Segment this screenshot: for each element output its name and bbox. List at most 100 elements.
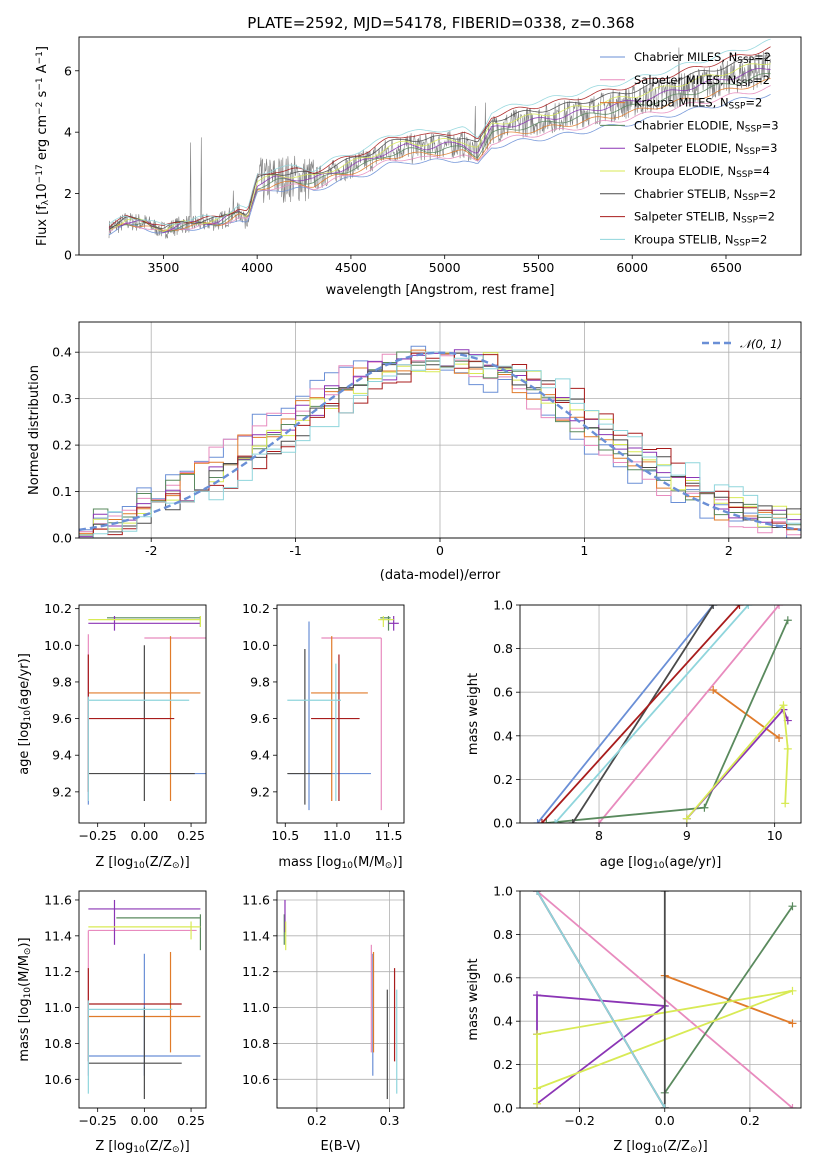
y-tick-label: 9.2	[52, 784, 72, 799]
label-part: (Z/Z	[663, 1139, 690, 1154]
x-tick-label: 11.0	[323, 828, 351, 843]
weight_vs_age-axes: 8 9 10 0.0 0.2 0.4 0.6 0.8 1.0	[493, 598, 802, 843]
plot-area	[108, 38, 771, 239]
weight-marker	[788, 986, 797, 995]
label-part: −2	[35, 102, 45, 115]
weight-line	[541, 605, 741, 823]
x-tick-label: −0.25	[79, 1113, 117, 1128]
weight-marker	[595, 819, 604, 823]
y-tick-label: 10.8	[242, 1036, 270, 1051]
x-tick-label: −0.25	[79, 828, 117, 843]
plot-background	[79, 605, 206, 823]
model-spectrum-salpeter_stelib	[108, 46, 771, 228]
ticks: 3500 4000 4500 5000 5500 6000 6500 0 2 4 6	[64, 63, 742, 275]
weight-marker	[744, 605, 753, 609]
x-tick-label: 4500	[335, 260, 367, 275]
label-part: 10	[342, 861, 354, 871]
label-part: =2	[750, 232, 767, 246]
errorbar-kroupa_stelib	[87, 696, 190, 802]
model-spectrum-chabrier_elodie	[108, 72, 771, 233]
weight-marker	[735, 605, 744, 609]
y-tick-label: 0.6	[493, 685, 513, 700]
y-tick-label: 6	[64, 63, 72, 78]
x-tick-label: 2	[725, 543, 733, 558]
label-part: age [log	[17, 722, 32, 775]
weight_vs_Z-axes: −0.2 0.0 0.2 0.0 0.2 0.4 0.6 0.8 1.0	[493, 884, 802, 1128]
y-tick-label: 0.2	[493, 772, 513, 787]
label-part: ⊙	[690, 1145, 698, 1155]
label-part: =3	[762, 118, 779, 132]
weight-marker	[709, 605, 718, 609]
label-part: Salpeter ELODIE, N	[634, 141, 744, 155]
label-part: 10	[653, 861, 665, 871]
label-part: 10	[133, 1145, 145, 1155]
y-tick-label: 11.0	[44, 1000, 72, 1015]
axes-frame	[519, 890, 802, 1109]
weight-line	[536, 891, 666, 1108]
x-tick-label: 5000	[429, 260, 461, 275]
weight-marker	[783, 744, 792, 753]
label-part: (age/yr)]	[664, 855, 721, 870]
label-part: (age/yr)]	[17, 653, 32, 710]
y-tick-label: 9.8	[52, 674, 72, 689]
spectrum-axes: 3500 4000 4500 5000 5500 6000 6500 0 2 4 6	[64, 36, 802, 275]
x-tick-label: 3500	[147, 260, 179, 275]
label-part: mass weight	[466, 958, 481, 1040]
label-part: =2	[745, 96, 762, 110]
label-part: age [log	[600, 855, 653, 870]
model-spectrum-kroupa_miles	[108, 78, 771, 231]
plot-background	[277, 891, 404, 1108]
y-tick-label: 11.4	[44, 928, 72, 943]
plot-area	[87, 615, 206, 805]
plot-area	[287, 615, 399, 811]
x-tick-label: −0.2	[564, 1113, 594, 1128]
label-part: SSP	[741, 216, 758, 226]
y-tick-label: 11.2	[44, 964, 72, 979]
label-part: −1	[35, 51, 45, 64]
weight-marker	[781, 799, 790, 808]
plot-area	[533, 605, 792, 823]
legend-label: Chabrier STELIB, NSSP=2	[634, 187, 776, 203]
y-tick-label: 0.4	[493, 1014, 513, 1029]
axes-frame	[78, 604, 207, 824]
y-tick-label: 0	[64, 248, 72, 263]
label-part: Chabrier MILES, N	[634, 50, 737, 64]
weight-marker	[533, 819, 542, 823]
age_vs_mass-axes: 10.5 11.0 11.5 9.2 9.4 9.6 9.8 10.0 10.2	[242, 601, 405, 843]
y-tick-label: 9.4	[250, 748, 270, 763]
label-part: Chabrier ELODIE, N	[634, 118, 745, 132]
weight-marker	[775, 733, 784, 742]
x-axis-label: age [log10(age/yr)]	[600, 855, 722, 871]
errorbar-chabrier_stelib	[88, 645, 195, 802]
errorbar-salpeter_elodie	[88, 615, 201, 631]
label-part: −17	[35, 164, 45, 183]
weight-line	[571, 605, 714, 823]
y-axis-label: mass weight	[466, 673, 481, 755]
label-part: A	[35, 64, 50, 77]
weight-marker	[775, 605, 784, 609]
plot-area	[79, 345, 801, 538]
y-tick-label: 11.6	[242, 892, 270, 907]
y-tick-label: 10.2	[242, 601, 270, 616]
residuals-axes: -2 -1 0 1 2 0.0 0.1 0.2 0.3 0.4	[52, 321, 802, 558]
y-tick-label: 0.8	[493, 641, 513, 656]
ticks: 0.2 0.3 10.6 10.8 11.0 11.2 11.4 11.6	[242, 892, 399, 1128]
errorbar-salpeter_elodie	[88, 899, 201, 945]
errorbar-chabrier_stelib	[287, 648, 332, 805]
weight-marker	[660, 1104, 669, 1108]
errorbar-kroupa_stelib	[287, 663, 342, 802]
weight-series-salpeter_miles	[595, 605, 784, 823]
x-axis-label: wavelength [Angstrom, rest frame]	[326, 283, 555, 298]
label-part: )]	[17, 937, 32, 947]
label-part: wavelength [Angstrom, rest frame]	[326, 283, 555, 298]
label-part: 10	[23, 987, 33, 999]
legend-label: Chabrier ELODIE, NSSP=3	[634, 118, 779, 134]
x-tick-label: -2	[145, 543, 157, 558]
mass_vs_Z-axes: −0.25 0.00 0.25 10.6 10.8 11.0 11.2 11.4 11.6	[44, 890, 207, 1128]
x-axis-label: Z [log10(Z/Z⊙)]	[613, 1139, 707, 1155]
model-spectrum-salpeter_elodie	[108, 68, 771, 233]
y-tick-label: 0.1	[52, 484, 72, 499]
legend-label: Kroupa MILES, NSSP=2	[634, 96, 762, 112]
label-part: SSP	[729, 102, 746, 112]
